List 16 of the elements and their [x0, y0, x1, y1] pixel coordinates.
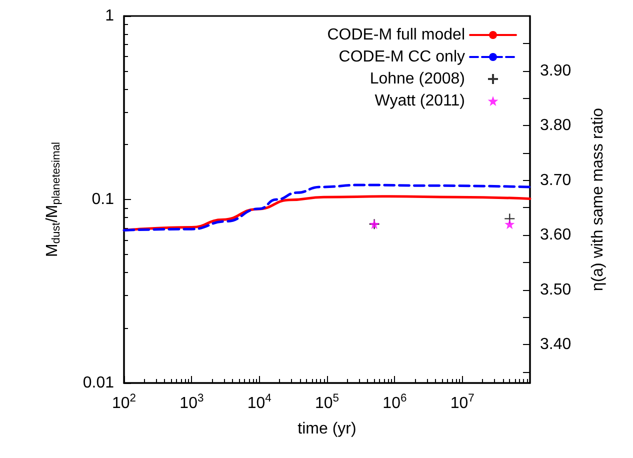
y2-tick-label: 3.40 — [540, 336, 572, 354]
x-axis-title: time (yr) — [298, 420, 356, 438]
y-tick-label: 0.01 — [82, 374, 114, 392]
y-tick-label: 1 — [105, 8, 114, 24]
legend-label: CODE-M CC only — [338, 48, 465, 66]
y-axis-title: Mdust/Mplanetesimal — [44, 142, 62, 258]
legend-label: Lohne (2008) — [370, 70, 465, 88]
y-tick-label: 0.1 — [92, 191, 114, 208]
y2-tick-label: 3.70 — [540, 172, 572, 189]
y2-tick-label: 3.50 — [540, 281, 572, 298]
legend-label: CODE-M full model — [327, 26, 465, 44]
y2-axis-title: η(a) with same mass ratio — [590, 108, 606, 292]
legend-label: Wyatt (2011) — [374, 92, 465, 110]
y2-tick-label: 3.80 — [540, 117, 572, 134]
y2-tick-label: 3.90 — [540, 62, 572, 80]
y2-tick-label: 3.60 — [540, 226, 572, 244]
